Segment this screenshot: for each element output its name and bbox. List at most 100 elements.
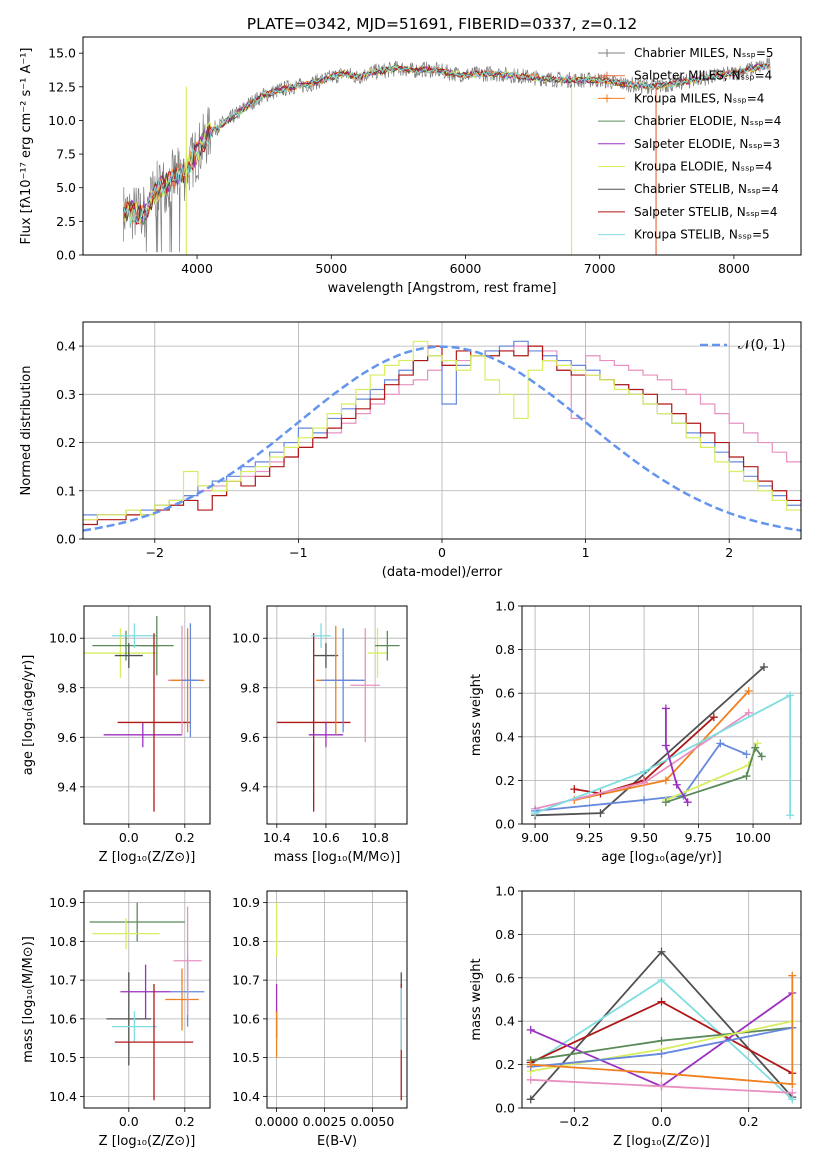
data-point xyxy=(342,679,344,682)
data-point xyxy=(320,634,322,637)
x-tick-label: −0.2 xyxy=(559,1114,589,1129)
y-tick-label: 10.7 xyxy=(49,973,77,988)
weight-marker xyxy=(526,1095,535,1104)
weight-marker xyxy=(661,776,670,785)
legend-marker xyxy=(603,94,611,103)
legend-entry: Salpeter STELIB, Nₛₛₚ=4 xyxy=(634,205,778,219)
y-tick-label: 5.0 xyxy=(56,180,76,195)
x-tick-label: 0.0050 xyxy=(351,1114,395,1129)
x-tick-label: 0.0000 xyxy=(255,1114,299,1129)
weight-marker xyxy=(657,975,666,984)
weight-marker xyxy=(661,704,670,713)
axes-frame xyxy=(82,36,802,256)
data-point xyxy=(275,1033,278,1036)
legend-entry: Kroupa STELIB, Nₛₛₚ=5 xyxy=(634,228,770,242)
weight-marker xyxy=(657,1082,666,1091)
legend-entry: Chabrier MILES, Nₛₛₚ=5 xyxy=(634,46,774,60)
weight-marker xyxy=(657,1049,666,1058)
y-tick-label: 10.6 xyxy=(232,1011,260,1026)
y-tick-label: 1.0 xyxy=(495,599,515,614)
data-point xyxy=(312,721,315,724)
weight-marker xyxy=(753,739,762,748)
x-tick-label: 6000 xyxy=(450,261,482,276)
y-tick-label: 9.8 xyxy=(57,680,77,695)
y-tick-label: 10.5 xyxy=(49,1050,77,1065)
data-point xyxy=(119,652,122,654)
weight-marker xyxy=(596,809,605,818)
weight-line-7 xyxy=(665,745,763,804)
plot-area xyxy=(275,902,403,1101)
weight-marker xyxy=(657,1036,666,1045)
age_vs_z-panel: 0.0 0.2 9.4 9.6 9.8 10.0 Z [log₁₀(Z/Z⊙)] age [l… xyxy=(21,605,211,865)
axes-frame xyxy=(83,605,211,825)
weight-marker xyxy=(657,1069,666,1078)
legend-entry: Chabrier ELODIE, Nₛₛₚ=4 xyxy=(634,114,781,128)
axes-frame xyxy=(266,605,408,825)
weight-marker xyxy=(716,739,725,748)
y-tick-label: 10.6 xyxy=(49,1011,77,1026)
data-point xyxy=(136,921,138,923)
weight-marker xyxy=(786,811,795,820)
age_vs_mass-panel: 10.4 10.6 10.8 9.4 9.6 9.8 10.0 mass [log₁₀(M/M… xyxy=(232,605,408,865)
legend-entry: Kroupa ELODIE, Nₛₛₚ=4 xyxy=(634,160,772,174)
data-point xyxy=(153,1041,155,1043)
y-tick-label: 0.4 xyxy=(495,1014,515,1029)
y-tick-label: 0.4 xyxy=(495,729,515,744)
x-tick-label: 9.50 xyxy=(630,830,658,845)
y-tick-label: 10.4 xyxy=(232,1089,260,1104)
x-axis-label: mass [log₁₀(M/M⊙)] xyxy=(274,850,401,865)
data-point xyxy=(400,1018,403,1020)
plot-area xyxy=(122,56,771,255)
x-tick-label: 1 xyxy=(582,545,590,560)
data-point xyxy=(181,998,183,1001)
y-tick-label: 15.0 xyxy=(48,46,76,61)
weight-marker xyxy=(788,1080,797,1089)
y-axis-label: Normed distribution xyxy=(19,366,34,496)
data-point xyxy=(364,684,367,687)
weight-marker xyxy=(751,743,760,752)
weight-marker xyxy=(683,798,692,807)
y-tick-label: 7.5 xyxy=(56,147,76,162)
x-tick-label: 10.6 xyxy=(312,830,340,845)
y-tick-label: 0.4 xyxy=(56,339,76,354)
weight-line-0 xyxy=(535,666,765,817)
x-axis-label: E(B-V) xyxy=(317,1134,357,1149)
legend-entry: 𝒩(0, 1) xyxy=(738,338,785,353)
weight-marker xyxy=(742,772,751,781)
x-tick-label: −2 xyxy=(146,545,164,560)
weight-marker xyxy=(657,997,666,1006)
x-tick-label: 8000 xyxy=(718,261,750,276)
plot-area xyxy=(531,663,795,820)
legend-entry: Chabrier STELIB, Nₛₛₚ=4 xyxy=(634,182,779,196)
x-tick-label: 10.00 xyxy=(735,830,771,845)
x-tick-label: 0.2 xyxy=(175,1114,195,1129)
weight-marker xyxy=(788,971,797,980)
x-tick-label: 2 xyxy=(725,545,733,560)
x-tick-label: 0.0 xyxy=(119,830,139,845)
weight-line-3 xyxy=(534,712,750,810)
y-tick-label: 9.6 xyxy=(57,730,77,745)
y-tick-label: 0.0 xyxy=(495,1101,515,1116)
legend-entry: Salpeter ELODIE, Nₛₛₚ=3 xyxy=(634,137,780,151)
plot-area xyxy=(89,902,205,1101)
mw_vs_age-panel: 9.00 9.25 9.50 9.75 10.00 0.0 0.2 0.4 0.6 0.8 1.0 a… xyxy=(469,599,802,865)
weight-marker xyxy=(786,691,795,700)
axes-frame xyxy=(82,321,802,540)
weight-marker xyxy=(531,809,540,818)
legend-marker xyxy=(603,49,611,57)
y-tick-label: 0.2 xyxy=(56,435,76,450)
y-tick-label: 0.2 xyxy=(495,773,515,788)
y-tick-label: 10.8 xyxy=(49,934,77,949)
x-tick-label: 7000 xyxy=(584,261,616,276)
y-tick-label: 0.8 xyxy=(495,642,515,657)
data-point xyxy=(125,644,127,647)
y-tick-label: 9.6 xyxy=(240,730,260,745)
weight-marker xyxy=(640,778,649,787)
data-point xyxy=(275,928,278,931)
y-tick-label: 10.0 xyxy=(48,113,76,128)
y-axis-label: mass weight xyxy=(469,958,484,1040)
data-point xyxy=(386,644,389,647)
weight-marker xyxy=(757,752,766,761)
mass_vs_z-panel: 0.0 0.2 10.4 10.5 10.6 10.7 10.8 10.9 Z [log₁₀(Z… xyxy=(21,890,211,1149)
weight-marker xyxy=(526,1075,535,1084)
